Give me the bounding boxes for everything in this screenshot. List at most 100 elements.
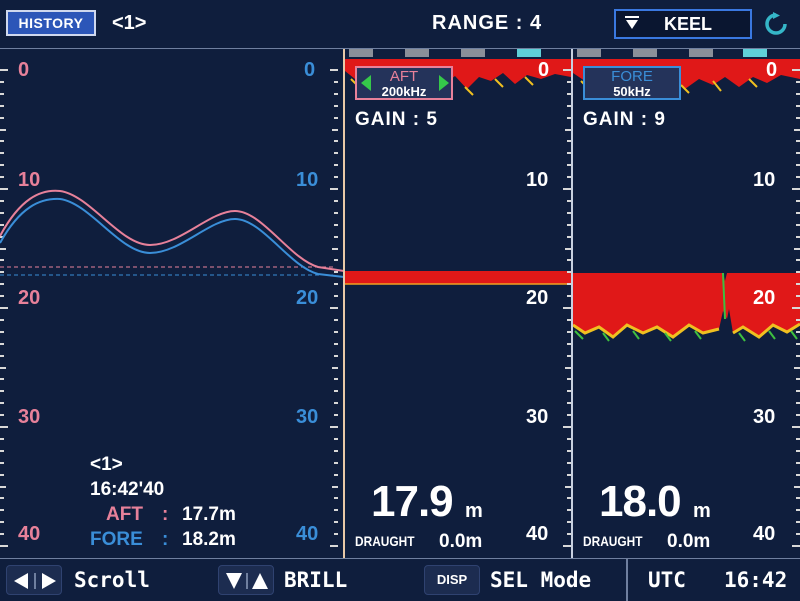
depth-tick <box>567 271 571 274</box>
depth-tick <box>334 140 338 143</box>
depth-tick <box>0 140 4 143</box>
aft-draught-label: DRAUGHT <box>355 533 415 549</box>
depth-tick <box>334 414 338 417</box>
depth-tick <box>796 271 800 274</box>
depth-tick <box>567 330 571 333</box>
fore-depth-curve <box>0 197 344 278</box>
depth-tick <box>0 521 4 524</box>
depth-tick <box>330 426 338 428</box>
depth-tick <box>0 295 4 298</box>
depth-tick <box>796 437 800 440</box>
scroll-key[interactable] <box>6 565 62 595</box>
depth-tick <box>567 521 571 524</box>
depth-tick <box>0 104 4 107</box>
depth-tick <box>563 545 571 547</box>
fore-echogram <box>573 49 800 342</box>
footer-divider <box>626 559 628 601</box>
depth-tick <box>0 176 4 179</box>
depth-tick <box>567 318 571 321</box>
depth-tick <box>0 414 4 417</box>
fore-frequency-selector[interactable]: FORE 50kHz <box>583 66 681 100</box>
brill-key[interactable] <box>218 565 274 595</box>
depth-tick <box>796 509 800 512</box>
depth-ticks <box>0 49 344 558</box>
clock-time: 16:42 <box>724 568 788 592</box>
depth-tick <box>796 104 800 107</box>
depth-tick <box>0 235 4 238</box>
depth-tick <box>567 437 571 440</box>
history-button[interactable]: HISTORY <box>6 10 96 36</box>
depth-tick <box>0 509 4 512</box>
depth-tick <box>334 497 338 500</box>
depth-tick <box>796 235 800 238</box>
aft-frequency-selector[interactable]: AFT 200kHz <box>355 66 453 100</box>
depth-tick <box>567 116 571 119</box>
depth-tick <box>796 164 800 167</box>
depth-tick <box>334 152 338 155</box>
readout-aft-value: 17.7m <box>182 504 236 525</box>
depth-tick <box>796 295 800 298</box>
depth-tick <box>334 116 338 119</box>
left-scale-30: 30 <box>18 406 41 428</box>
depth-tick <box>0 533 4 536</box>
fore-scale-40: 40 <box>753 523 776 545</box>
depth-tick <box>0 342 4 345</box>
fore-seabed-echo <box>573 273 800 337</box>
depth-tick <box>567 164 571 167</box>
depth-tick <box>796 402 800 405</box>
depth-tick <box>567 176 571 179</box>
depth-tick <box>0 461 4 464</box>
depth-tick <box>796 259 800 262</box>
sel-mode-label: SEL Mode <box>490 568 592 592</box>
disp-key[interactable]: DISP <box>424 565 480 595</box>
depth-tick <box>0 69 8 71</box>
depth-tick <box>0 318 4 321</box>
depth-tick <box>567 473 571 476</box>
depth-tick <box>796 414 800 417</box>
depth-tick <box>334 521 338 524</box>
depth-tick <box>567 80 571 83</box>
depth-tick <box>330 545 338 547</box>
depth-tick <box>334 259 338 262</box>
brill-label: BRILL <box>284 568 348 592</box>
top-bar: HISTORY <1> RANGE : 4 KEEL <box>0 0 800 49</box>
depth-tick <box>334 330 338 333</box>
depth-tick <box>0 211 4 214</box>
refresh-icon[interactable] <box>764 12 788 36</box>
depth-tick <box>334 271 338 274</box>
depth-tick <box>0 497 4 500</box>
depth-tick <box>334 164 338 167</box>
depth-tick <box>334 223 338 226</box>
fore-frequency: 50kHz <box>613 84 651 99</box>
aft-scale-30: 30 <box>526 406 549 428</box>
aft-name: AFT <box>389 68 419 85</box>
left-arrow-icon[interactable] <box>361 75 371 91</box>
depth-tick <box>332 366 338 369</box>
right-arrow-icon[interactable] <box>439 75 449 91</box>
depth-tick <box>796 211 800 214</box>
depth-tick <box>0 259 4 262</box>
aft-frequency: 200kHz <box>381 84 427 99</box>
depth-tick <box>0 223 4 226</box>
depth-tick <box>0 390 4 393</box>
depth-tick <box>0 307 8 309</box>
depth-tick <box>796 521 800 524</box>
range-label: RANGE : 4 <box>432 12 543 34</box>
utc-label: UTC <box>648 568 686 592</box>
depth-tick <box>796 473 800 476</box>
depth-tick <box>0 426 8 428</box>
fore-draught-value: 0.0m <box>667 531 711 552</box>
depth-tick <box>792 545 800 547</box>
depth-tick <box>563 307 571 309</box>
depth-tick <box>334 509 338 512</box>
depth-tick <box>796 283 800 286</box>
depth-tick <box>567 223 571 226</box>
keel-button[interactable]: KEEL <box>614 9 752 39</box>
depth-tick <box>563 188 571 190</box>
depth-tick <box>796 176 800 179</box>
right-scale-20: 20 <box>296 287 319 309</box>
depth-tick <box>0 188 8 190</box>
left-scale-40: 40 <box>18 523 41 545</box>
readout-fore-value: 18.2m <box>182 529 236 550</box>
depth-tick <box>796 449 800 452</box>
